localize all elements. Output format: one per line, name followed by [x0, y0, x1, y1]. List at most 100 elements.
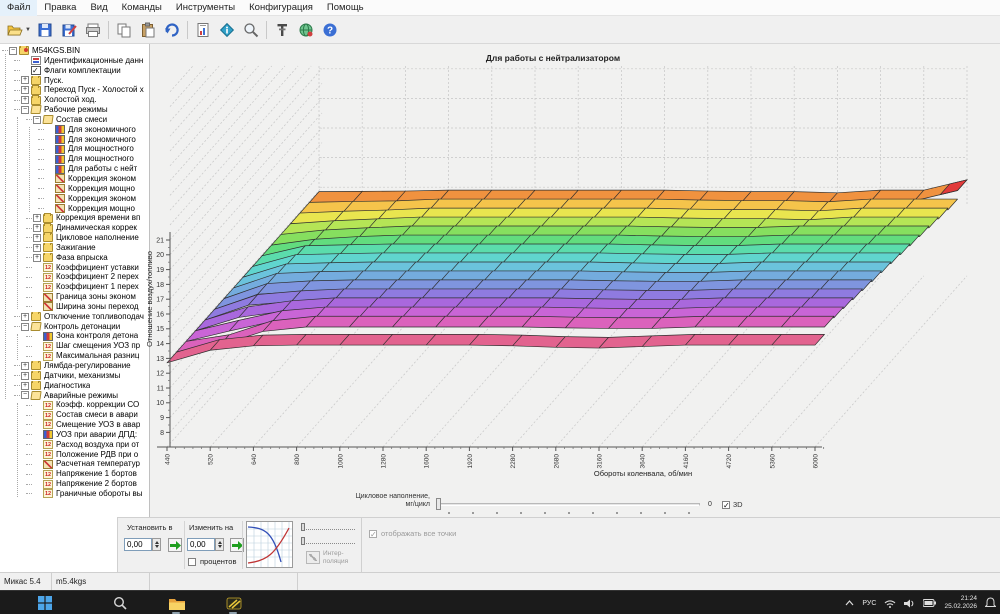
expand-icon[interactable]: + [21, 96, 29, 105]
menu-1[interactable]: Файл [0, 0, 38, 16]
help-button[interactable]: ? [318, 19, 342, 41]
tree-item-2[interactable]: Флаги комплектации [0, 66, 148, 76]
tree-item-17[interactable]: + Коррекция времени вп [0, 213, 148, 223]
mini-slider-1-handle[interactable] [301, 523, 305, 531]
expand-icon[interactable]: + [33, 243, 41, 252]
mini-slider-2[interactable] [301, 537, 355, 546]
open-file-dropdown-icon[interactable]: ▼ [25, 26, 31, 33]
collapse-icon[interactable]: − [21, 105, 29, 114]
apply-change-button[interactable] [230, 538, 244, 552]
apply-set-button[interactable] [168, 538, 182, 552]
change-by-spinner[interactable] [215, 538, 224, 551]
connect-button[interactable] [294, 19, 318, 41]
tree-item-22[interactable]: 12 Коэффициент уставки [0, 263, 148, 273]
start-button[interactable] [36, 594, 54, 612]
collapse-icon[interactable]: − [9, 46, 17, 55]
expand-icon[interactable]: + [21, 76, 29, 85]
tree-item-31[interactable]: 12 Максимальная разниц [0, 351, 148, 361]
tree-item-37[interactable]: 12 Состав смеси в авари [0, 410, 148, 420]
tree-item-5[interactable]: + Холостой ход. [0, 95, 148, 105]
file-explorer-button[interactable] [168, 594, 186, 612]
tree-item-25[interactable]: Граница зоны эконом [0, 292, 148, 302]
tree-item-21[interactable]: + Фаза впрыска [0, 252, 148, 263]
tree-item-42[interactable]: Расчетная температур [0, 459, 148, 469]
speaker-icon[interactable] [904, 599, 915, 608]
copy-button[interactable] [112, 19, 136, 41]
menu-6[interactable]: Конфигурация [249, 1, 313, 13]
percent-checkbox-row[interactable]: процентов [188, 557, 236, 566]
clock[interactable]: 21:24 25.02.2026 [944, 595, 977, 611]
tree-item-34[interactable]: + Диагностика [0, 380, 148, 391]
expand-icon[interactable]: + [33, 224, 41, 233]
view-3d-checkbox[interactable]: ✓ [722, 500, 730, 510]
set-value-spinner[interactable] [152, 538, 161, 551]
tree-item-43[interactable]: 12 Напряжение 1 бортов [0, 469, 148, 479]
tree-item-30[interactable]: 12 Шаг смещения УОЗ пр [0, 341, 148, 351]
interpolation-button[interactable] [306, 551, 320, 564]
tree-item-23[interactable]: 12 Коэффициент 2 перех [0, 272, 148, 282]
tree-item-9[interactable]: Для экономичного [0, 135, 148, 145]
tree-item-13[interactable]: Коррекция эконом [0, 174, 148, 184]
show-all-points-row[interactable]: ✓ отображать все точки [369, 529, 456, 538]
tree-item-4[interactable]: + Переход Пуск - Холостой х [0, 85, 148, 95]
print-button[interactable] [81, 19, 105, 41]
tree-item-16[interactable]: Коррекция мощно [0, 204, 148, 214]
collapse-icon[interactable]: − [21, 391, 29, 400]
tree-item-40[interactable]: 12 Расход воздуха при от [0, 440, 148, 450]
tree-item-35[interactable]: − Аварийные режимы [0, 391, 148, 401]
tree-item-12[interactable]: Для работы с нейт [0, 164, 148, 174]
tree-item-44[interactable]: 12 Напряжение 2 бортов [0, 479, 148, 489]
tree-item-0[interactable]: − M54KGS.BIN [0, 46, 148, 56]
tree-item-38[interactable]: 12 Смещение УОЗ в авар [0, 420, 148, 430]
collapse-icon[interactable]: − [33, 115, 41, 124]
expand-icon[interactable]: + [21, 86, 29, 95]
tree-item-27[interactable]: + Отключение топливоподач [0, 311, 148, 322]
tree-item-36[interactable]: 12 Коэфф. коррекции СО [0, 400, 148, 410]
save-as-button[interactable] [57, 19, 81, 41]
expand-icon[interactable]: + [21, 312, 29, 321]
tree-item-33[interactable]: + Датчики, механизмы [0, 370, 148, 381]
tree-item-3[interactable]: + Пуск. [0, 75, 148, 86]
tree-item-39[interactable]: УОЗ при аварии ДПД: [0, 430, 148, 440]
tree-item-8[interactable]: Для экономичного [0, 125, 148, 135]
tree-item-29[interactable]: Зона контроля детона [0, 331, 148, 341]
tree-item-19[interactable]: + Цикловое наполнение [0, 233, 148, 243]
expand-icon[interactable]: + [21, 371, 29, 380]
tray-expand-chevron-icon[interactable] [845, 600, 854, 606]
tree-item-7[interactable]: − Состав смеси [0, 115, 148, 125]
search-button[interactable] [239, 19, 263, 41]
set-value-input[interactable]: 0,00 [124, 538, 152, 551]
expand-icon[interactable]: + [21, 361, 29, 370]
app-button-mikas[interactable] [225, 594, 243, 612]
tree-item-18[interactable]: + Динамическая коррек [0, 223, 148, 233]
notifications-bell-icon[interactable] [985, 597, 996, 609]
tree-item-10[interactable]: Для мощностного [0, 144, 148, 154]
tree-item-24[interactable]: 12 Коэффициент 1 перех [0, 282, 148, 292]
save-button[interactable] [33, 19, 57, 41]
percent-checkbox[interactable] [188, 557, 196, 566]
view-3d-checkbox-row[interactable]: ✓ 3D [722, 500, 743, 509]
tree-item-26[interactable]: Ширина зоны переход [0, 302, 148, 312]
menu-4[interactable]: Команды [121, 1, 162, 13]
battery-icon[interactable] [923, 599, 937, 607]
tune-button[interactable] [270, 19, 294, 41]
change-by-input[interactable]: 0,00 [187, 538, 215, 551]
collapse-icon[interactable]: − [21, 322, 29, 331]
menu-7[interactable]: Помощь [326, 1, 364, 13]
tree-item-41[interactable]: 12 Положение РДВ при о [0, 450, 148, 460]
expand-icon[interactable]: + [21, 381, 29, 390]
tree-item-45[interactable]: 12 Граничные обороты вы [0, 489, 148, 499]
tree-item-1[interactable]: Идентификационные данн [0, 56, 148, 66]
tree-item-14[interactable]: Коррекция мощно [0, 184, 148, 194]
menu-5[interactable]: Инструменты [175, 1, 236, 13]
tree-item-6[interactable]: − Рабочие режимы [0, 105, 148, 115]
tree-item-15[interactable]: Коррекция эконом [0, 194, 148, 204]
cycle-fill-slider-handle[interactable] [436, 498, 441, 510]
paste-button[interactable] [136, 19, 160, 41]
search-button[interactable] [111, 594, 129, 612]
info-button[interactable] [215, 19, 239, 41]
mini-slider-1[interactable] [301, 523, 355, 532]
tree-item-28[interactable]: − Контроль детонации [0, 322, 148, 332]
undo-button[interactable] [160, 19, 184, 41]
interpolation-curve-button[interactable] [246, 521, 293, 568]
